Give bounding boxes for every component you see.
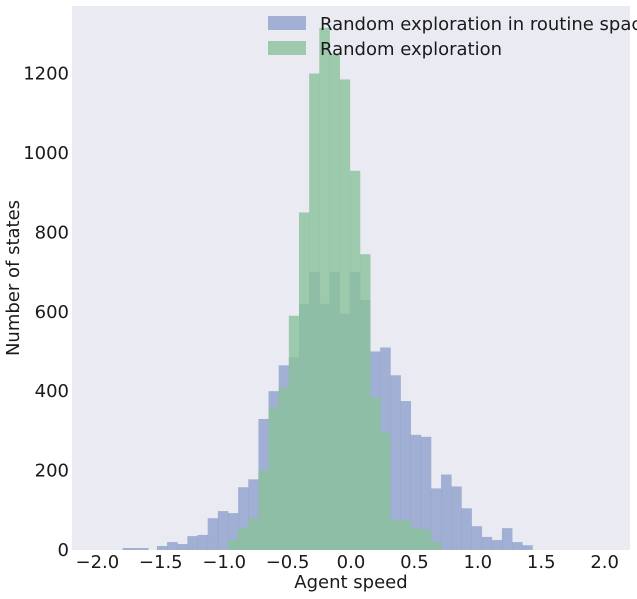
x-tick-label: 0.5 <box>400 552 429 573</box>
histogram-bar <box>187 536 198 550</box>
histogram-bar <box>122 548 136 550</box>
histogram-bar <box>400 520 412 550</box>
histogram-bar <box>167 542 178 550</box>
y-tick-label: 600 <box>35 302 69 323</box>
legend: Random exploration in routine space Rand… <box>268 14 637 60</box>
histogram-bar <box>349 170 361 551</box>
y-tick-label: 0 <box>58 540 69 561</box>
histogram-bar <box>227 513 239 550</box>
histogram-bar <box>177 544 188 550</box>
histogram-bar <box>481 536 493 550</box>
histogram-bar <box>156 546 168 550</box>
legend-label-routine-space: Random exploration in routine space <box>320 14 637 35</box>
histogram-bar <box>400 401 412 550</box>
histogram-bar <box>227 540 239 550</box>
y-tick-label: 1200 <box>23 64 69 85</box>
histogram-bars <box>122 27 533 551</box>
histogram-bar <box>258 470 269 550</box>
x-tick-label: 0.0 <box>337 552 366 573</box>
legend-swatch-random-exploration <box>268 41 306 55</box>
histogram-bar <box>512 542 523 550</box>
x-tick-label: −1.0 <box>202 552 246 573</box>
histogram-bar <box>441 474 452 550</box>
histogram-bar <box>522 545 533 550</box>
histogram-bar <box>410 528 422 550</box>
y-tick-label: 800 <box>35 222 69 243</box>
histogram-bar <box>339 79 351 551</box>
histogram-bar <box>430 488 442 550</box>
histogram-bar <box>248 479 259 550</box>
y-axis-ticks: 0 200 400 600 800 1000 1200 <box>23 64 69 562</box>
histogram-bar <box>238 528 249 550</box>
histogram-bar <box>278 387 290 550</box>
y-tick-label: 400 <box>35 381 69 402</box>
y-tick-label: 1000 <box>23 143 69 164</box>
histogram-bar <box>248 518 259 550</box>
histogram-bar <box>380 432 391 550</box>
histogram-bar <box>370 397 381 550</box>
x-tick-label: 1.5 <box>527 552 556 573</box>
histogram-bar <box>238 487 249 550</box>
histogram-bar <box>299 212 310 551</box>
histogram-bar <box>390 520 401 550</box>
histogram-bar <box>197 534 209 550</box>
histogram-bar <box>461 508 472 550</box>
histogram-bar <box>410 434 422 550</box>
x-tick-label: −1.5 <box>139 552 183 573</box>
histogram-bar <box>135 548 149 550</box>
histogram-bar <box>390 375 401 550</box>
histogram-bar <box>309 73 320 550</box>
histogram-bar <box>288 315 300 550</box>
x-tick-label: 2.0 <box>590 552 619 573</box>
histogram-bar <box>207 518 219 550</box>
histogram-bar <box>471 526 483 550</box>
histogram-bar <box>319 27 330 550</box>
histogram-bar <box>501 528 513 550</box>
x-tick-label: −0.5 <box>266 552 310 573</box>
histogram-bar <box>359 254 371 550</box>
histogram-bar <box>420 530 432 550</box>
x-axis-ticks: −2.0 −1.5 −1.0 −0.5 0.0 0.5 1.0 1.5 2.0 <box>76 552 619 573</box>
x-axis-label: Agent speed <box>294 572 407 593</box>
x-tick-label: 1.0 <box>463 552 492 573</box>
histogram-bar <box>430 542 442 550</box>
histogram-bar <box>268 407 280 550</box>
histogram-bar <box>420 436 432 550</box>
y-tick-label: 200 <box>35 461 69 482</box>
histogram-bar <box>491 540 503 550</box>
series-1-bars <box>227 27 442 551</box>
histogram-bar <box>217 511 229 550</box>
histogram-bar <box>329 53 340 551</box>
y-axis-label: Number of states <box>3 200 24 356</box>
legend-label-random-exploration: Random exploration <box>320 39 502 60</box>
legend-swatch-routine-space <box>268 16 306 30</box>
x-tick-label: −2.0 <box>76 552 120 573</box>
histogram-bar <box>451 486 462 550</box>
